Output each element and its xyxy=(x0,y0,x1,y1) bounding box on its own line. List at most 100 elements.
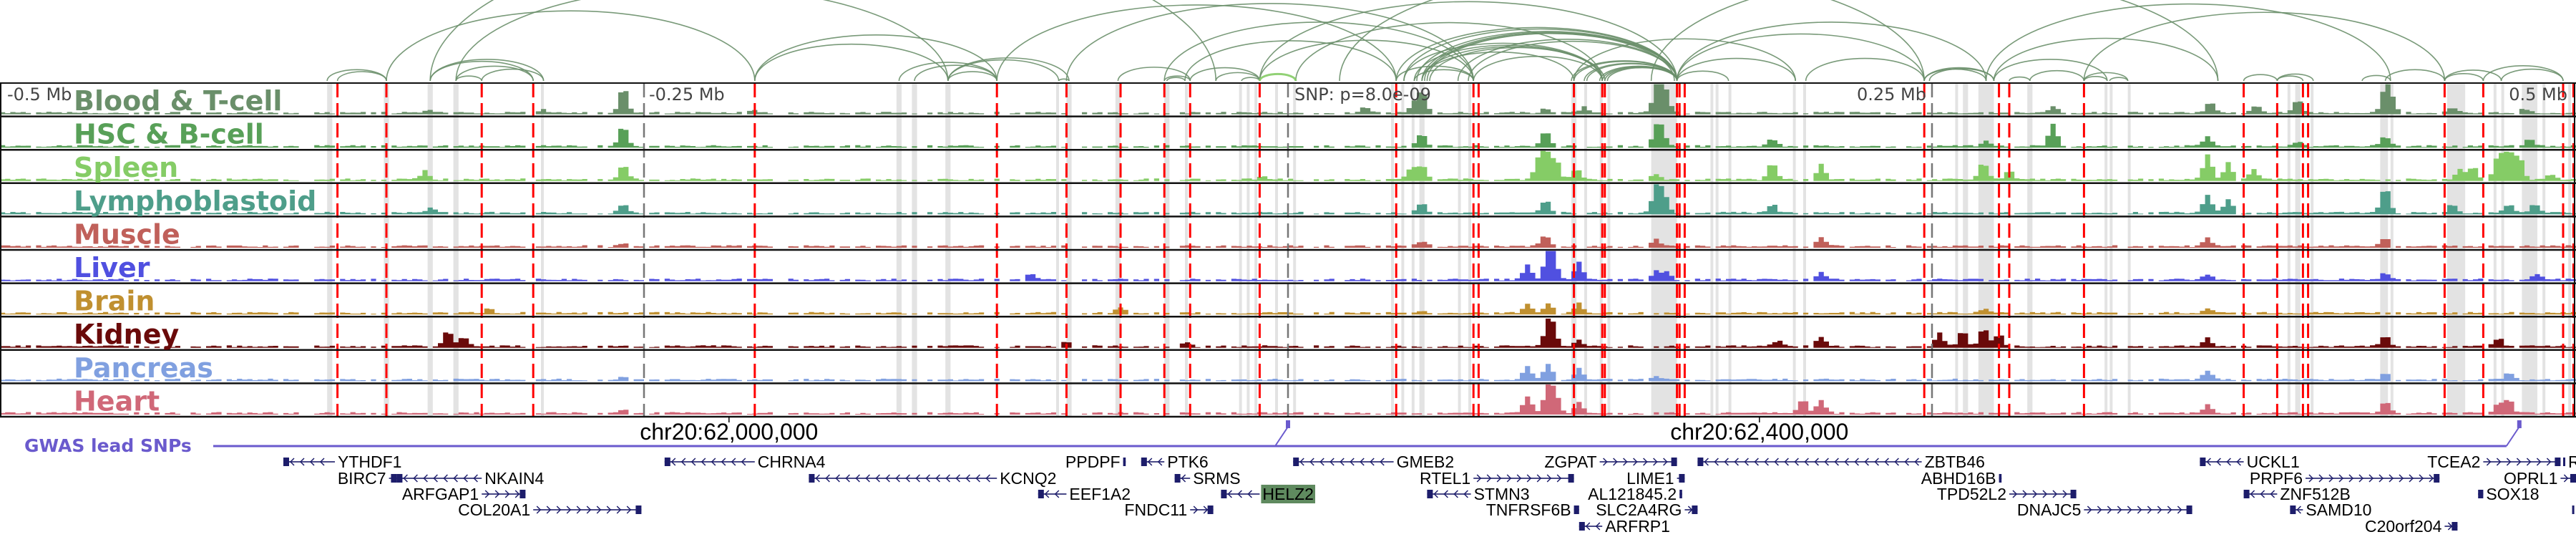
gene-eef1a2[interactable]: EEF1A2 xyxy=(1038,485,1131,503)
gene-kcnq2[interactable]: KCNQ2 xyxy=(809,469,1056,488)
interaction-arc xyxy=(2243,74,2278,82)
gene-oprl1[interactable]: OPRL1 xyxy=(2504,469,2576,488)
gene-tcea2[interactable]: TCEA2 xyxy=(2427,453,2561,471)
gwas-snp-connector xyxy=(1274,426,1289,447)
strand-chevron-icon xyxy=(825,474,830,483)
strand-chevron-icon xyxy=(1227,490,1232,498)
gene-fndc11[interactable]: FNDC11 xyxy=(1124,500,1214,519)
gene-exon xyxy=(2451,522,2458,531)
strand-chevron-icon xyxy=(1754,458,1759,466)
gene-sox18[interactable]: SOX18 xyxy=(2478,485,2540,503)
interaction-arc xyxy=(1993,37,2219,82)
strand-chevron-icon xyxy=(1370,458,1375,466)
strand-chevron-icon xyxy=(1054,490,1060,498)
gene-helz2[interactable]: HELZ2 xyxy=(1221,485,1315,503)
gene-tpd52l2[interactable]: TPD52L2 xyxy=(1937,485,2077,503)
gene-label: UCKL1 xyxy=(2247,453,2300,471)
gene-srms[interactable]: SRMS xyxy=(1174,469,1241,488)
gwas-lead-snp-marker[interactable] xyxy=(2517,420,2522,428)
interaction-arc xyxy=(2109,77,2129,82)
gene-col20a1[interactable]: COL20A1 xyxy=(458,500,642,519)
gene-arfgap1[interactable]: ARFGAP1 xyxy=(402,485,526,503)
gene-arfrp1[interactable]: ARFRP1 xyxy=(1579,517,1670,536)
strand-chevron-icon xyxy=(2563,474,2569,483)
strand-chevron-icon xyxy=(2399,474,2404,483)
gene-gmeb2[interactable]: GMEB2 xyxy=(1293,453,1454,471)
ruler-label-mid-right: 0.25 Mb xyxy=(1857,84,1926,105)
gene-prpf6[interactable]: PRPF6 xyxy=(2250,469,2440,488)
strand-chevron-icon xyxy=(2506,458,2512,466)
gene-label: PPDPF xyxy=(1065,453,1121,471)
gene-label: CHRNA4 xyxy=(758,453,826,471)
gene-birc7[interactable]: BIRC7 xyxy=(338,469,397,488)
strand-chevron-icon xyxy=(1546,474,1552,483)
strand-chevron-icon xyxy=(2328,474,2334,483)
interaction-arc xyxy=(1650,0,2219,82)
gene-nkain4[interactable]: NKAIN4 xyxy=(396,469,544,488)
gene-exon xyxy=(1207,505,1214,514)
gene-znf512b[interactable]: ZNF512B xyxy=(2243,485,2351,503)
strand-chevron-icon xyxy=(1643,458,1648,466)
interaction-arc xyxy=(1676,33,1925,82)
strand-chevron-icon xyxy=(2389,474,2394,483)
strand-chevron-icon xyxy=(2206,458,2211,466)
interaction-arc xyxy=(1421,51,1575,82)
strand-chevron-icon xyxy=(1516,474,1522,483)
interaction-arc xyxy=(1295,21,1603,82)
strand-chevron-icon xyxy=(2308,474,2314,483)
strand-chevron-icon xyxy=(905,474,910,483)
gene-chrna4[interactable]: CHRNA4 xyxy=(664,453,826,471)
gene-c20orf204[interactable]: C20orf204 xyxy=(2365,517,2458,536)
strand-chevron-icon xyxy=(1904,458,1909,466)
gene-zgpat[interactable]: ZGPAT xyxy=(1544,453,1677,471)
strand-chevron-icon xyxy=(1044,490,1050,498)
strand-chevron-icon xyxy=(915,474,920,483)
gene-uckl1[interactable]: UCKL1 xyxy=(2200,453,2300,471)
interaction-arc xyxy=(754,43,949,82)
gwas-track: GWAS lead SNPs xyxy=(24,420,2522,456)
gene-abhd16b[interactable]: ABHD16B xyxy=(1921,469,2002,488)
strand-chevron-icon xyxy=(1506,474,1512,483)
gene-label: GMEB2 xyxy=(1397,453,1455,471)
gene-ppdpf[interactable]: PPDPF xyxy=(1065,453,1126,471)
strand-chevron-icon xyxy=(1864,458,1869,466)
gene-label: ZGPAT xyxy=(1544,453,1596,471)
gene-stmn3[interactable]: STMN3 xyxy=(1427,485,1530,503)
strand-chevron-icon xyxy=(536,505,542,514)
gene-exon xyxy=(1574,505,1579,514)
gene-dnajc5[interactable]: DNAJC5 xyxy=(2017,500,2192,519)
strand-chevron-icon xyxy=(1486,474,1492,483)
gene-al121845-2[interactable]: AL121845.2 xyxy=(1588,485,1682,503)
interaction-arc xyxy=(2083,11,2446,82)
gene-exon xyxy=(1671,458,1677,466)
gwas-lead-snp-marker[interactable] xyxy=(1286,420,1290,428)
gene-exon xyxy=(519,490,526,498)
strand-chevron-icon xyxy=(2127,505,2132,514)
strand-chevron-icon xyxy=(2516,458,2522,466)
interaction-arc xyxy=(1676,57,1796,82)
gene-rtel1[interactable]: RTEL1 xyxy=(1420,469,1574,488)
gene-ythdf1[interactable]: YTHDF1 xyxy=(283,453,401,471)
strand-chevron-icon xyxy=(1536,474,1542,483)
track-label: Kidney xyxy=(74,319,179,350)
gene-lime1[interactable]: LIME1 xyxy=(1626,469,1685,488)
strand-chevron-icon xyxy=(865,474,870,483)
gene-slc2a4rg[interactable]: SLC2A4RG xyxy=(1596,500,1698,519)
interaction-arc xyxy=(2444,69,2502,82)
gene-ptk6[interactable]: PTK6 xyxy=(1141,453,1209,471)
strand-chevron-icon xyxy=(955,474,960,483)
strand-chevron-icon xyxy=(319,458,325,466)
gene-samd10[interactable]: SAMD10 xyxy=(2290,500,2371,519)
strand-chevron-icon xyxy=(1784,458,1789,466)
strand-chevron-icon xyxy=(289,458,295,466)
gene-tnfrsf6b[interactable]: TNFRSF6B xyxy=(1486,500,1579,519)
interaction-arc xyxy=(455,75,482,82)
strand-chevron-icon xyxy=(1595,522,1601,531)
gene-exon xyxy=(1697,458,1704,466)
strand-chevron-icon xyxy=(1299,458,1304,466)
strand-chevron-icon xyxy=(309,458,315,466)
gene-zbtb46[interactable]: ZBTB46 xyxy=(1697,453,1985,471)
strand-chevron-icon xyxy=(2526,458,2532,466)
gene-r[interactable]: R xyxy=(2563,453,2576,471)
interaction-arc xyxy=(2009,76,2031,82)
